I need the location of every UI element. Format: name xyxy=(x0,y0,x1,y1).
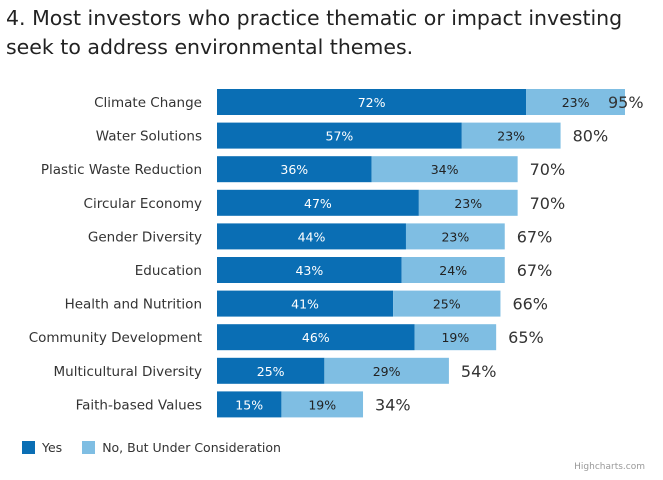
data-label-yes-education: 43% xyxy=(295,263,323,278)
bar-yes-community-development[interactable] xyxy=(217,324,415,351)
data-label-yes-circular-economy: 47% xyxy=(304,196,332,211)
bar-yes-climate-change[interactable] xyxy=(217,89,527,115)
total-label-health-and-nutrition: 66% xyxy=(512,295,548,314)
data-label-yes-health-and-nutrition: 41% xyxy=(291,297,319,312)
data-label-considering-health-and-nutrition: 25% xyxy=(433,297,461,312)
category-label-education: Education xyxy=(135,263,202,279)
data-label-considering-plastic-waste-reduction: 34% xyxy=(431,162,459,177)
data-label-yes-gender-diversity: 44% xyxy=(298,229,326,244)
category-label-gender-diversity: Gender Diversity xyxy=(88,229,202,245)
data-label-yes-multicultural-diversity: 25% xyxy=(257,364,285,379)
bar-yes-faith-based-values[interactable] xyxy=(217,391,282,418)
legend: Yes No, But Under Consideration xyxy=(22,440,281,455)
bar-considering-plastic-waste-reduction[interactable] xyxy=(371,156,518,183)
total-label-gender-diversity: 67% xyxy=(517,227,553,246)
legend-swatch-considering xyxy=(82,441,96,454)
bar-considering-faith-based-values[interactable] xyxy=(281,391,364,418)
data-label-considering-education: 24% xyxy=(439,263,467,278)
data-label-yes-water-solutions: 57% xyxy=(326,129,354,144)
data-label-considering-climate-change: 23% xyxy=(562,95,590,110)
legend-label-yes: Yes xyxy=(42,440,63,455)
total-label-water-solutions: 80% xyxy=(573,127,609,146)
chart-title: 4. Most investors who practice thematic … xyxy=(6,4,656,62)
data-label-considering-faith-based-values: 19% xyxy=(308,397,336,412)
data-label-yes-community-development: 46% xyxy=(302,330,330,345)
bar-yes-gender-diversity[interactable] xyxy=(217,223,406,250)
category-label-faith-based-values: Faith-based Values xyxy=(76,397,202,413)
category-label-plastic-waste-reduction: Plastic Waste Reduction xyxy=(41,162,202,178)
chart-title-line-1: 4. Most investors who practice thematic … xyxy=(6,6,623,30)
data-label-yes-faith-based-values: 15% xyxy=(235,397,263,412)
total-label-circular-economy: 70% xyxy=(530,194,566,213)
data-label-yes-plastic-waste-reduction: 36% xyxy=(280,162,308,177)
category-label-community-development: Community Development xyxy=(29,330,202,346)
total-label-education: 67% xyxy=(517,261,553,280)
legend-item-yes[interactable]: Yes xyxy=(22,440,62,455)
total-label-plastic-waste-reduction: 70% xyxy=(530,160,566,179)
bar-considering-community-development[interactable] xyxy=(414,324,497,351)
bar-yes-health-and-nutrition[interactable] xyxy=(217,290,394,317)
legend-swatch-yes xyxy=(22,441,35,454)
bar-considering-gender-diversity[interactable] xyxy=(405,223,505,250)
category-label-multicultural-diversity: Multicultural Diversity xyxy=(54,364,203,380)
category-label-health-and-nutrition: Health and Nutrition xyxy=(65,297,202,313)
bar-considering-climate-change[interactable] xyxy=(526,89,625,115)
data-label-considering-circular-economy: 23% xyxy=(454,196,482,211)
total-label-faith-based-values: 34% xyxy=(375,395,411,414)
bar-considering-education[interactable] xyxy=(401,257,505,283)
total-label-community-development: 65% xyxy=(508,328,544,347)
bar-considering-circular-economy[interactable] xyxy=(418,189,518,216)
total-label-multicultural-diversity: 54% xyxy=(461,362,497,381)
bar-considering-health-and-nutrition[interactable] xyxy=(393,290,501,317)
legend-label-considering: No, But Under Consideration xyxy=(102,440,281,455)
bar-yes-plastic-waste-reduction[interactable] xyxy=(217,156,372,183)
data-label-considering-gender-diversity: 23% xyxy=(441,229,469,244)
bar-yes-education[interactable] xyxy=(217,257,402,283)
data-label-considering-multicultural-diversity: 29% xyxy=(373,364,401,379)
category-label-water-solutions: Water Solutions xyxy=(96,129,202,145)
data-label-considering-community-development: 19% xyxy=(441,330,469,345)
data-label-considering-water-solutions: 23% xyxy=(497,129,525,144)
bar-yes-multicultural-diversity[interactable] xyxy=(217,357,325,384)
bar-yes-water-solutions[interactable] xyxy=(217,122,462,149)
bar-considering-multicultural-diversity[interactable] xyxy=(324,357,449,384)
category-label-climate-change: Climate Change xyxy=(94,95,202,111)
bar-yes-circular-economy[interactable] xyxy=(217,189,419,216)
legend-item-considering[interactable]: No, But Under Consideration xyxy=(82,440,281,455)
bar-considering-water-solutions[interactable] xyxy=(461,122,561,149)
chart-title-line-2: seek to address environmental themes. xyxy=(6,35,414,59)
total-label-climate-change: 95% xyxy=(608,93,644,112)
data-label-yes-climate-change: 72% xyxy=(358,95,386,110)
credits-link[interactable]: Highcharts.com xyxy=(574,462,645,472)
category-label-circular-economy: Circular Economy xyxy=(84,196,202,212)
